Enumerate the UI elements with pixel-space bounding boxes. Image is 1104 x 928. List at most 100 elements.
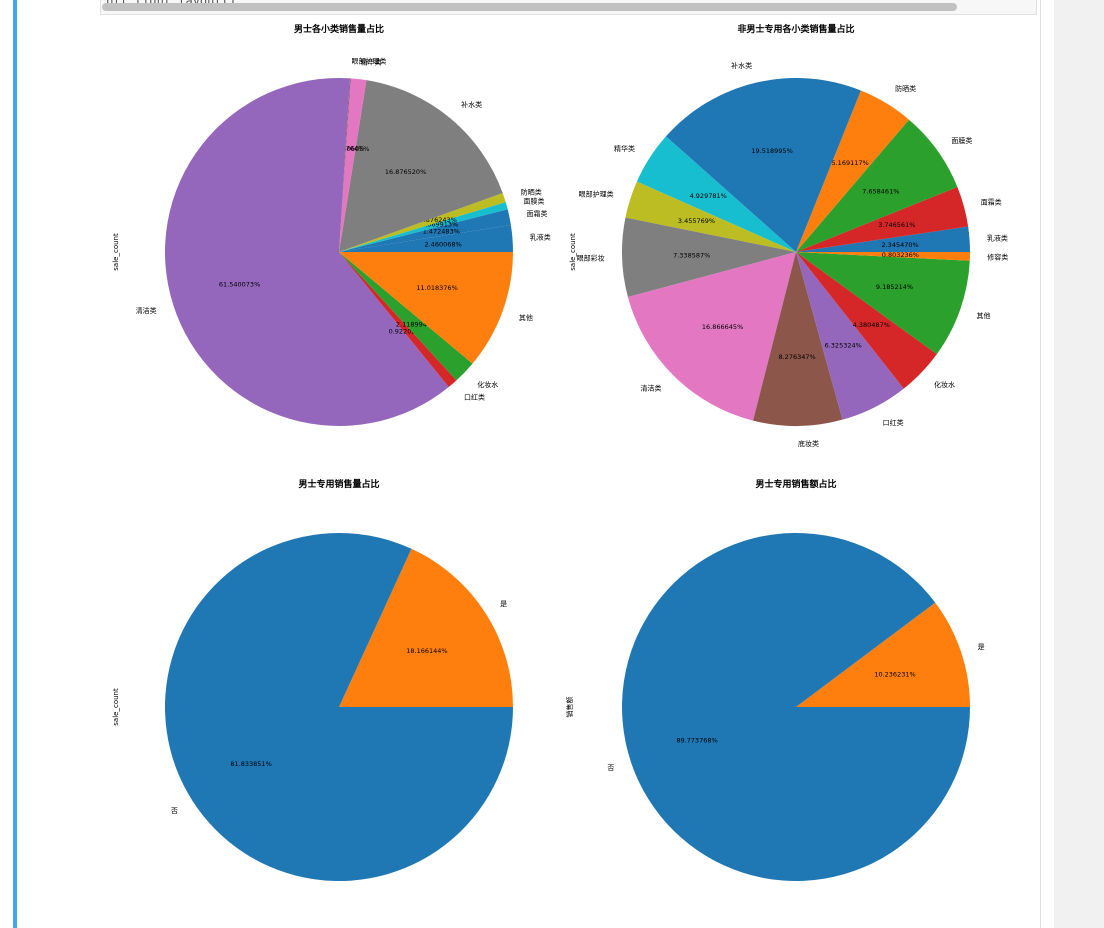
- slice-label: 否: [171, 807, 178, 815]
- slice-percent: 7.338587%: [673, 252, 710, 260]
- y-axis-label: sale_count: [569, 233, 577, 271]
- pie-slice: [625, 181, 796, 252]
- pie-slice: [796, 187, 969, 252]
- pie-slice: [753, 252, 843, 426]
- pie-slice: [636, 136, 796, 252]
- pie-chart-2: 非男士专用各小类销售量占比 sale_count 乳液类 2.345470% 面霜类 3.…: [569, 23, 1008, 448]
- slice-percent: 10.236231%: [874, 671, 915, 679]
- pie-slice: [339, 548, 513, 707]
- slice-percent: 16.866645%: [702, 323, 743, 331]
- slice-label: 化妆水: [477, 380, 498, 389]
- slice-label: 是: [978, 643, 985, 651]
- slice-percent: 7.658461%: [862, 188, 899, 196]
- pie-slice: [339, 202, 508, 252]
- pie-slice: [796, 602, 970, 707]
- slice-label: 乳液类: [987, 233, 1008, 242]
- pie-slice: [339, 209, 511, 252]
- slice-label: 底妆类: [798, 439, 819, 448]
- slice-label: 补水类: [731, 61, 752, 70]
- pie-slice: [339, 80, 503, 253]
- y-axis-label: sale_count: [112, 688, 120, 726]
- slice-percent: 18.166144%: [406, 647, 447, 655]
- slice-label: 补水类: [461, 100, 482, 109]
- pie-slice: [339, 78, 367, 253]
- pie-slice: [796, 119, 958, 252]
- notebook-right-margin: [1040, 0, 1055, 928]
- slice-label: 否: [607, 764, 614, 772]
- slice-percent: 11.018376%: [416, 284, 457, 292]
- chart-title: 男士各小类销售量占比: [294, 23, 384, 35]
- slice-percent: 3.746561%: [878, 221, 915, 229]
- slice-label: 眼部彩妆: [577, 253, 605, 262]
- slice-percent: 0.062764%: [327, 144, 364, 152]
- pie-chart-1: 男士各小类销售量占比 sale_count 乳液类 2.460068% 面霜类 1.472…: [112, 23, 551, 426]
- slice-percent: 4.380487%: [853, 321, 890, 329]
- slice-label: 修容类: [987, 252, 1008, 261]
- pie-slice: [796, 252, 904, 420]
- slice-label: 面霜类: [981, 197, 1002, 206]
- slice-percent: 16.876520%: [385, 168, 426, 176]
- slice-label: 口红类: [883, 418, 904, 427]
- side-panel: [1054, 0, 1104, 928]
- chart-title: 男士专用销售额占比: [755, 478, 836, 490]
- pie-slice: [621, 217, 796, 297]
- pie-slice: [796, 252, 937, 389]
- slice-label: 其他: [519, 313, 533, 322]
- slice-percent: 0.876243%: [420, 216, 457, 224]
- slice-label: 化妆水: [934, 380, 955, 389]
- slice-label: 防晒类: [895, 84, 916, 93]
- pie-slice: [164, 533, 513, 882]
- pie-slice: [339, 252, 457, 388]
- slice-label: 面霜类: [527, 209, 548, 218]
- slice-label: 是: [500, 600, 507, 608]
- slice-percent: 6.325324%: [825, 342, 862, 350]
- pie-slice: [796, 226, 970, 252]
- slice-label: 其他: [977, 311, 991, 320]
- pie-slice: [665, 77, 861, 252]
- slice-percent: 2.460068%: [424, 240, 461, 248]
- slice-percent: 4.929781%: [690, 192, 727, 200]
- pie-slice: [796, 90, 909, 252]
- pie-slice: [796, 252, 970, 261]
- slice-label: 精华类: [361, 57, 382, 66]
- slice-label: 眼部护理类: [579, 190, 614, 199]
- slice-percent: 19.518995%: [751, 147, 792, 155]
- pie-slice: [339, 252, 513, 364]
- slice-percent: 1.440605%: [332, 145, 369, 153]
- slice-label: 面膜类: [524, 197, 545, 206]
- pie-slice: [621, 533, 970, 882]
- slice-percent: 0.803236%: [882, 251, 919, 259]
- slice-percent: 81.833851%: [230, 760, 271, 768]
- slice-percent: 2.345470%: [881, 241, 918, 249]
- slice-percent: 5.169117%: [831, 159, 868, 167]
- cell-selection-bar: [13, 0, 17, 928]
- slice-percent: 9.185214%: [876, 283, 913, 291]
- slice-percent: 3.455769%: [678, 217, 715, 225]
- slice-label: 防晒类: [521, 188, 542, 197]
- slice-label: 面膜类: [951, 136, 972, 145]
- slice-percent: 0.669913%: [421, 221, 458, 229]
- slice-percent: 61.540073%: [219, 280, 260, 288]
- slice-percent: 8.276347%: [778, 353, 815, 361]
- pie-slice: [339, 252, 473, 381]
- slice-label: 清洁类: [641, 384, 662, 393]
- slice-label: 精华类: [614, 144, 635, 153]
- slice-percent: 0.922022%: [389, 328, 426, 336]
- pie-slice: [627, 252, 796, 421]
- y-axis-label: 销售额: [565, 697, 574, 718]
- slice-percent: 89.773768%: [676, 737, 717, 745]
- pie-slice: [164, 77, 449, 426]
- slice-label: 清洁类: [136, 306, 157, 315]
- pie-slice: [796, 252, 970, 355]
- slice-percent: 2.118994%: [396, 321, 433, 329]
- slice-label: 口红类: [464, 392, 485, 401]
- slice-percent: 1.472483%: [423, 228, 460, 236]
- pie-chart-3: 男士专用销售量占比 sale_count 是 18.166144% 否 81.833851…: [112, 478, 513, 882]
- pie-slice: [339, 78, 351, 252]
- pie-slice: [339, 192, 506, 252]
- horizontal-scrollbar[interactable]: [102, 3, 957, 11]
- pie-slice: [339, 225, 513, 252]
- chart-title: 男士专用销售量占比: [298, 478, 379, 490]
